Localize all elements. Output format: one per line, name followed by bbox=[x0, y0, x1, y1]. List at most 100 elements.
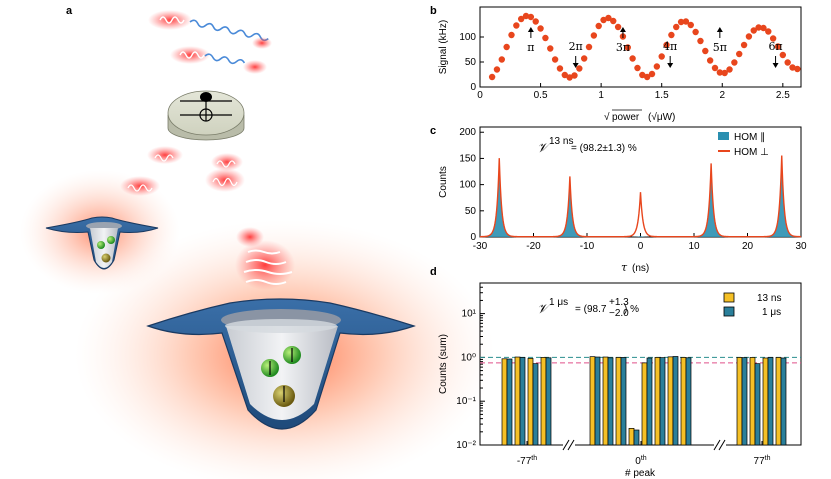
data-point-b bbox=[697, 37, 704, 45]
panel-c: c Counts τ (ns) 𝒱 13 ns = (98.2±1.3) % -… bbox=[430, 125, 807, 274]
bar-1us bbox=[607, 357, 614, 446]
panel-label-a: a bbox=[66, 5, 73, 17]
data-point-b bbox=[692, 28, 699, 36]
data-point-b bbox=[580, 55, 588, 62]
visibility-sup-c: 13 ns bbox=[549, 136, 573, 147]
data-point-b bbox=[532, 18, 539, 25]
reference-lines-d bbox=[480, 356, 801, 364]
data-point-b bbox=[769, 35, 777, 42]
data-point-b bbox=[663, 41, 670, 49]
bar-13ns bbox=[540, 357, 547, 446]
legend-swatch-hom-parallel bbox=[718, 132, 729, 140]
x-tick-label-c: -10 bbox=[580, 241, 595, 252]
data-point-b bbox=[736, 50, 743, 58]
plot-frame-b bbox=[479, 6, 802, 88]
small-atom-trap bbox=[45, 216, 159, 270]
legend-d: 13 ns 1 μs bbox=[723, 292, 781, 318]
bar-13ns bbox=[628, 427, 635, 446]
bar-13ns bbox=[602, 356, 609, 446]
data-point-b bbox=[706, 57, 714, 64]
y-tick-label-c: 150 bbox=[459, 153, 476, 164]
bar-1us bbox=[672, 356, 679, 446]
panel-b: b Signal (kHz) √ power (√μW) 0 0.5 1 1.5 2 2.… bbox=[430, 5, 802, 123]
bar-13ns bbox=[641, 362, 648, 446]
bar-13ns bbox=[667, 356, 674, 446]
data-point-b bbox=[760, 24, 767, 32]
data-point-b bbox=[547, 45, 554, 52]
data-point-b bbox=[702, 47, 709, 55]
bar-13ns bbox=[501, 358, 508, 446]
data-point-b bbox=[571, 72, 578, 79]
x-tick-label-b: 1 bbox=[598, 90, 604, 101]
bar-13ns bbox=[762, 357, 769, 446]
y-tick-label-c: 100 bbox=[459, 180, 476, 191]
y-ticks-b: 0 50 100 bbox=[459, 32, 484, 93]
bars-d bbox=[501, 356, 787, 446]
data-point-b bbox=[639, 71, 646, 79]
y-tick-label-c: 200 bbox=[459, 127, 476, 138]
y-axis-label-d: Counts (sum) bbox=[438, 334, 449, 394]
data-point-b bbox=[527, 13, 535, 21]
bar-1us bbox=[633, 429, 640, 446]
data-point-b bbox=[673, 23, 680, 31]
data-point-b bbox=[643, 73, 651, 81]
data-point-b bbox=[668, 31, 675, 39]
data-point-b bbox=[542, 34, 549, 42]
data-point-b bbox=[682, 18, 690, 25]
arrow-head-b bbox=[667, 63, 674, 68]
y-tick-label-d: 10⁻² bbox=[456, 440, 476, 451]
bar-1us bbox=[519, 357, 526, 446]
data-point-b bbox=[624, 44, 631, 51]
y-tick-label-d: 10⁻¹ bbox=[456, 396, 476, 407]
peak-hom-parallel bbox=[485, 161, 513, 237]
data-point-b bbox=[498, 56, 506, 63]
annotation-label-b: 5π bbox=[713, 41, 727, 54]
data-point-b bbox=[503, 43, 510, 51]
pi-annotations-b: π 2π 3π 4π 5π 6π bbox=[527, 27, 783, 68]
bar-1us bbox=[646, 357, 653, 446]
x-axis-label-main-b: power bbox=[612, 112, 640, 123]
bar-1us bbox=[767, 357, 774, 446]
data-point-b bbox=[750, 27, 757, 34]
x-tick-label-c: 30 bbox=[795, 241, 807, 252]
visibility-d: 𝒱 1 μs = (98.7 +1.3 −2.0 ) % bbox=[537, 297, 639, 319]
series-c bbox=[479, 155, 802, 238]
annotation-label-b: 3π bbox=[616, 41, 630, 54]
peak-hom-parallel bbox=[768, 159, 796, 237]
x-axis-label-c: τ (ns) bbox=[621, 261, 649, 274]
bar-1us bbox=[620, 357, 627, 446]
bar-1us bbox=[754, 363, 761, 446]
data-point-b bbox=[745, 33, 753, 40]
photon-pulse-pair bbox=[120, 146, 245, 196]
y-tick-label-d: 10¹ bbox=[462, 309, 477, 320]
arrow-head-b bbox=[572, 63, 579, 68]
panel-d: d Counts (sum) # peak 𝒱 1 μs = (98.7 +1.… bbox=[430, 266, 802, 479]
bar-13ns bbox=[736, 357, 743, 446]
y-ticks-d: 10⁻² 10⁻¹ 10⁰ 10¹ bbox=[456, 286, 485, 451]
x-tick-label-b: 0 bbox=[477, 90, 483, 101]
bar-13ns bbox=[775, 357, 782, 446]
peak-hom-parallel bbox=[556, 180, 584, 237]
annotation-label-b: 6π bbox=[768, 40, 782, 53]
x-tick-label-c: 10 bbox=[688, 241, 700, 252]
sqrt-sign-b: √ bbox=[604, 111, 610, 123]
plot-frame-c bbox=[479, 126, 802, 238]
x-tick-label-c: -30 bbox=[473, 241, 488, 252]
x-axis-label-unit-b: (√μW) bbox=[648, 111, 675, 123]
x-axis-label-b: √ power (√μW) bbox=[604, 109, 675, 123]
data-point-b bbox=[677, 18, 685, 26]
y-tick-label-b: 0 bbox=[470, 82, 476, 93]
bar-1us bbox=[506, 358, 513, 446]
group-label-d: 77th bbox=[754, 455, 771, 467]
legend-label-hom-perp: HOM ⊥ bbox=[734, 147, 769, 158]
data-point-b bbox=[595, 22, 602, 30]
data-point-b bbox=[774, 43, 782, 50]
bar-13ns bbox=[615, 357, 622, 446]
data-point-b bbox=[711, 64, 719, 72]
bar-13ns bbox=[527, 358, 534, 446]
y-tick-label-c: 50 bbox=[465, 206, 477, 217]
visibility-value-d: = (98.7 bbox=[575, 304, 607, 315]
x-axis-symbol-c: τ bbox=[621, 261, 628, 274]
bar-1us bbox=[594, 356, 601, 446]
bar-13ns bbox=[654, 357, 661, 446]
